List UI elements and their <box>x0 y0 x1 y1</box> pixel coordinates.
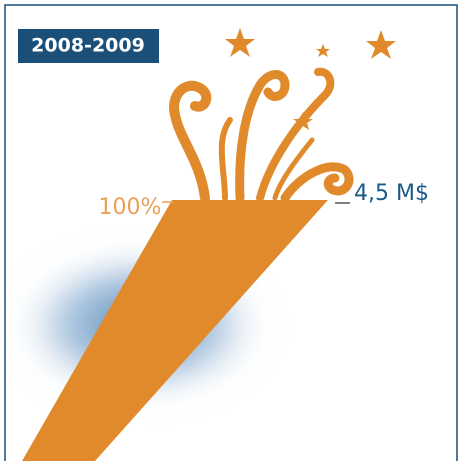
page: 2008-2009 100% 4,5 M$ (() => { const dat… <box>0 0 462 461</box>
badge-text: 2008-2009 <box>31 35 145 57</box>
right-label: 4,5 M$ <box>354 181 429 206</box>
left-label: 100% <box>99 195 162 220</box>
infographic: 2008-2009 100% 4,5 M$ <box>0 0 462 461</box>
